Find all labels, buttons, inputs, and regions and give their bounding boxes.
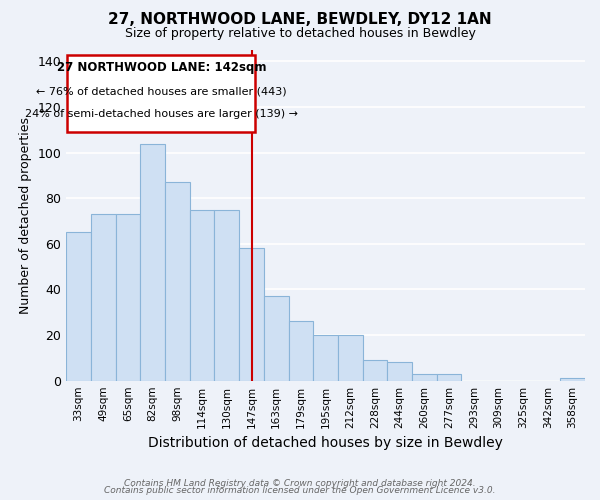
Bar xyxy=(214,210,239,380)
Bar xyxy=(264,296,289,380)
X-axis label: Distribution of detached houses by size in Bewdley: Distribution of detached houses by size … xyxy=(148,436,503,450)
Bar xyxy=(289,322,313,380)
Bar xyxy=(362,360,388,380)
Text: 24% of semi-detached houses are larger (139) →: 24% of semi-detached houses are larger (… xyxy=(25,110,298,120)
Bar xyxy=(165,182,190,380)
Bar xyxy=(66,232,91,380)
Text: Size of property relative to detached houses in Bewdley: Size of property relative to detached ho… xyxy=(125,28,475,40)
Bar xyxy=(116,214,140,380)
Bar xyxy=(412,374,437,380)
Y-axis label: Number of detached properties: Number of detached properties xyxy=(19,117,32,314)
Bar xyxy=(437,374,461,380)
Text: 27, NORTHWOOD LANE, BEWDLEY, DY12 1AN: 27, NORTHWOOD LANE, BEWDLEY, DY12 1AN xyxy=(108,12,492,28)
Bar xyxy=(91,214,116,380)
Bar xyxy=(338,335,362,380)
Bar xyxy=(190,210,214,380)
Bar xyxy=(67,54,255,132)
Bar xyxy=(140,144,165,380)
Bar xyxy=(313,335,338,380)
Text: Contains HM Land Registry data © Crown copyright and database right 2024.: Contains HM Land Registry data © Crown c… xyxy=(124,478,476,488)
Text: 27 NORTHWOOD LANE: 142sqm: 27 NORTHWOOD LANE: 142sqm xyxy=(56,62,266,74)
Bar xyxy=(560,378,585,380)
Bar xyxy=(239,248,264,380)
Text: Contains public sector information licensed under the Open Government Licence v3: Contains public sector information licen… xyxy=(104,486,496,495)
Text: ← 76% of detached houses are smaller (443): ← 76% of detached houses are smaller (44… xyxy=(36,86,287,97)
Bar xyxy=(388,362,412,380)
